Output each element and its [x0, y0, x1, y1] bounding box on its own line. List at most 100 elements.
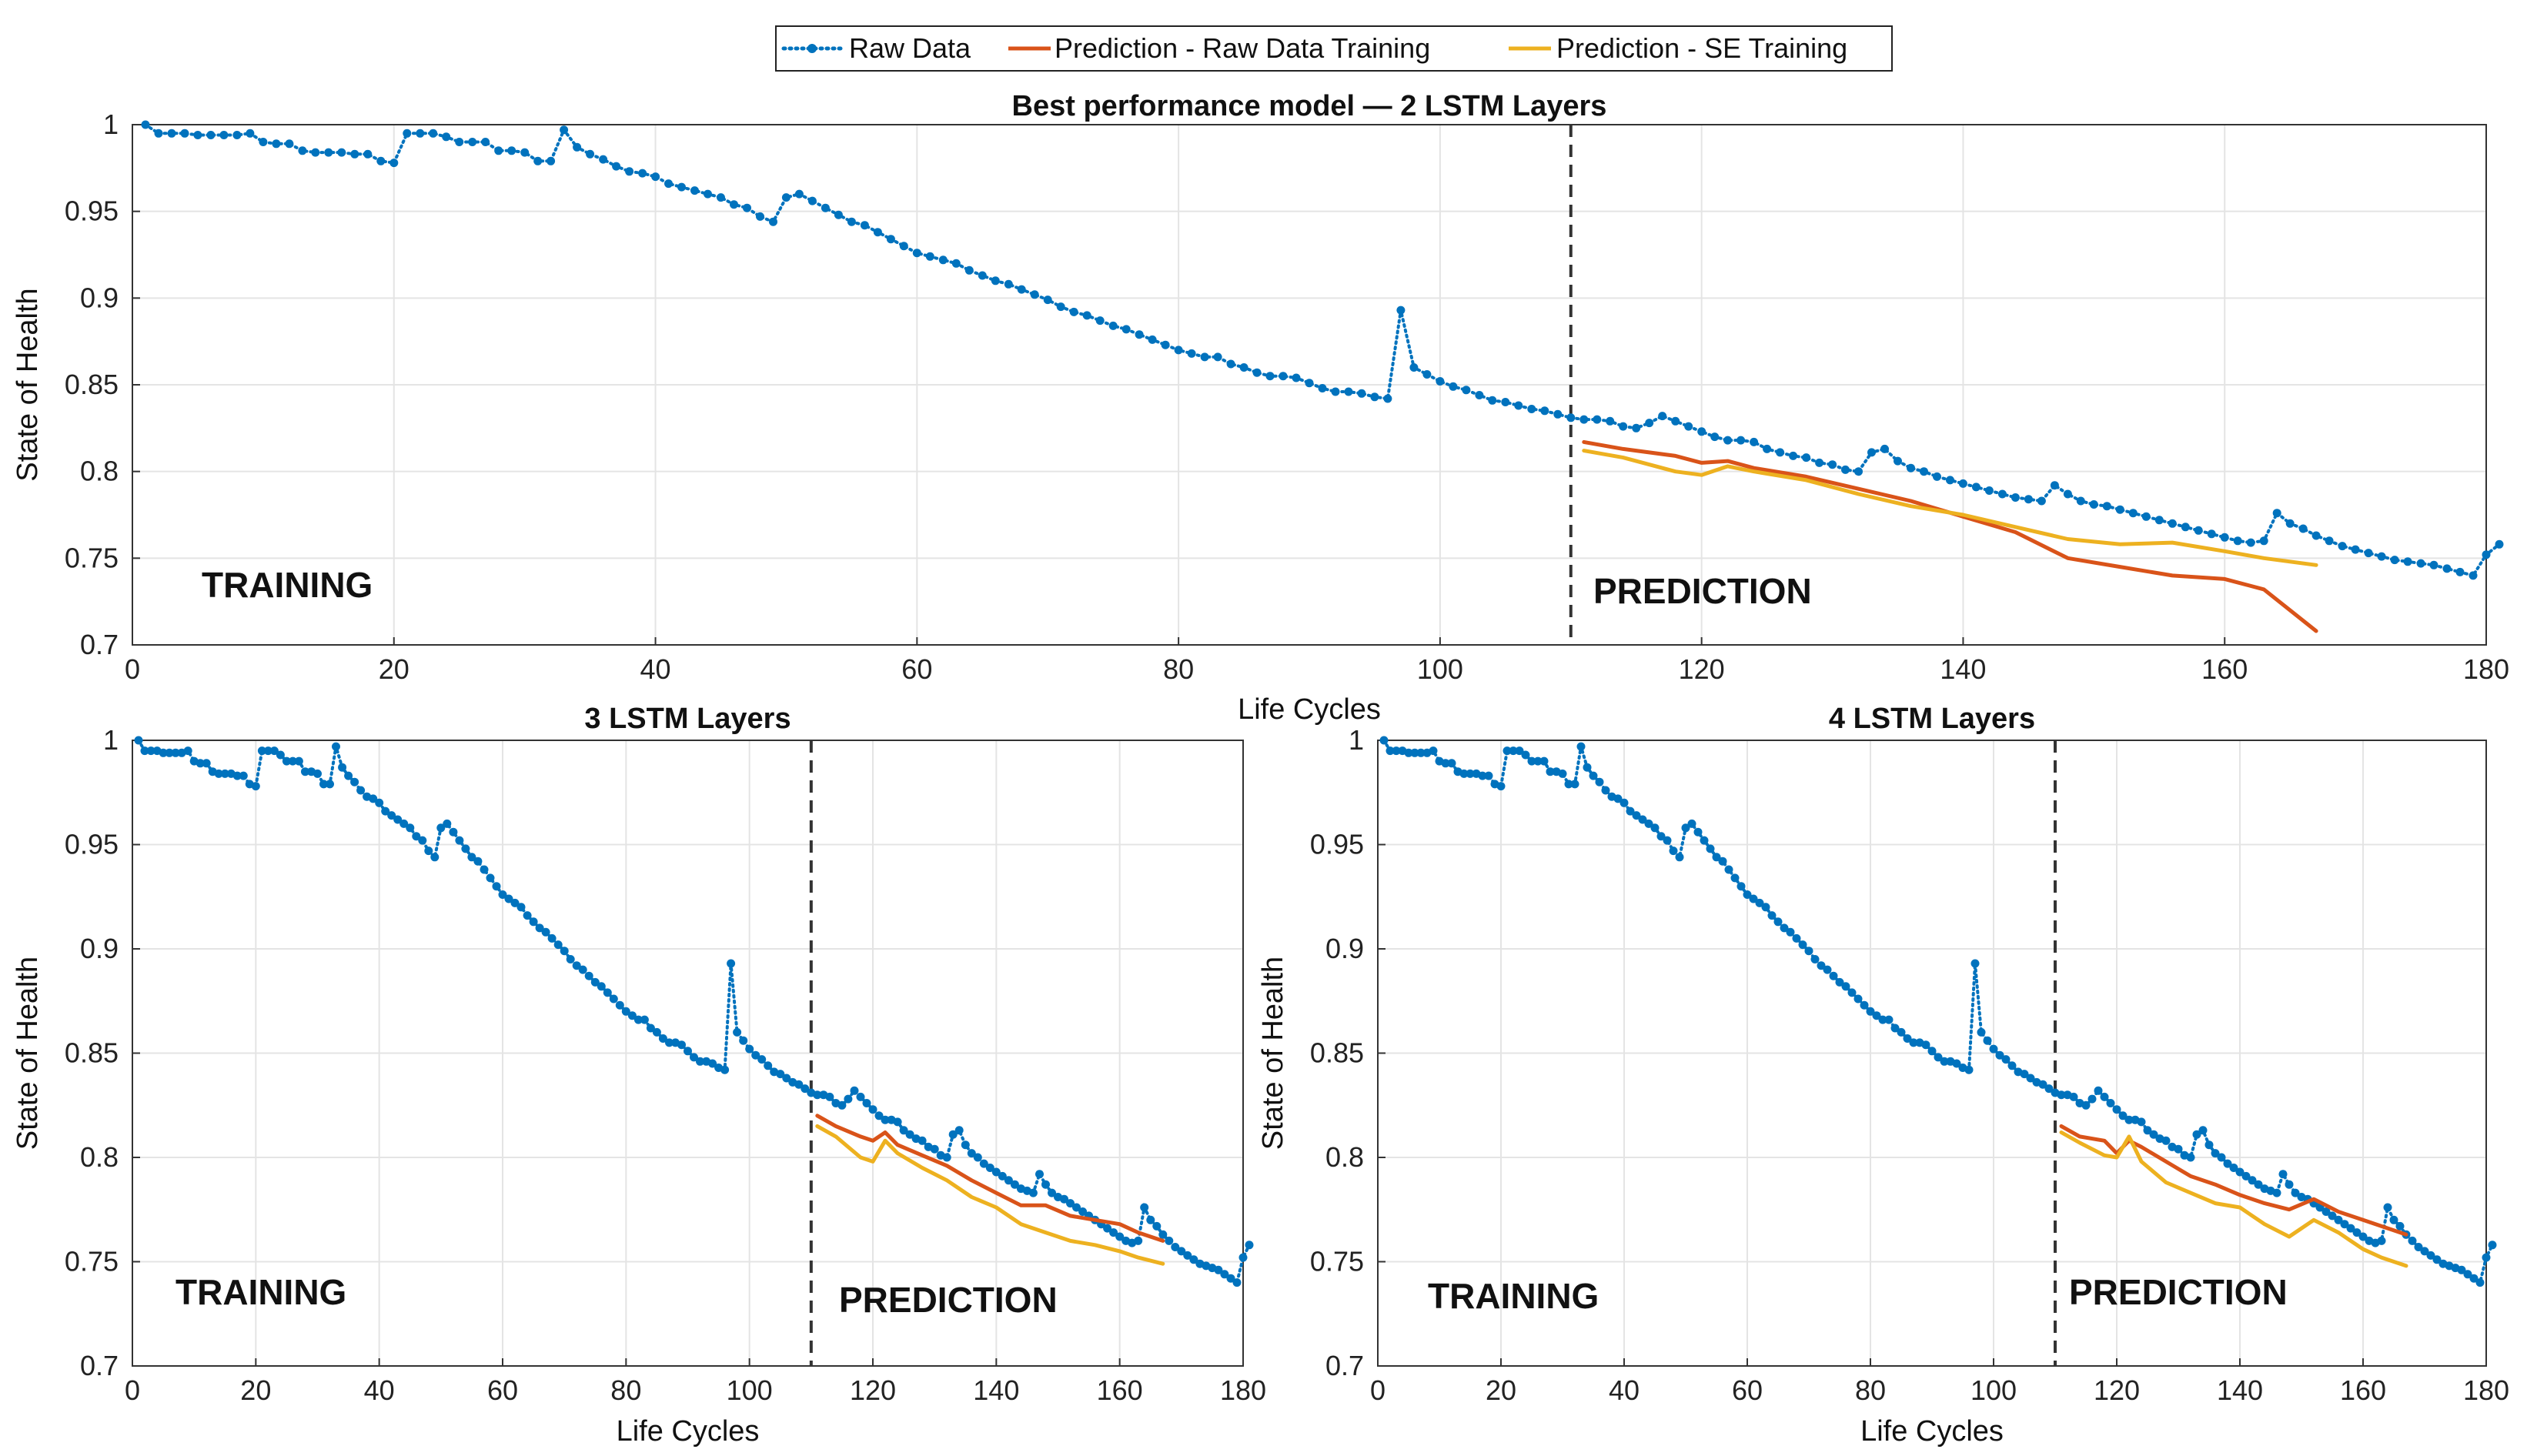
raw-data-point [2285, 519, 2295, 528]
raw-data-point [2118, 1111, 2128, 1120]
raw-data-point [948, 1130, 958, 1139]
raw-data-point [573, 142, 582, 152]
raw-data-point [1466, 769, 1475, 778]
raw-data-point [912, 249, 921, 258]
raw-data-point [807, 196, 817, 205]
x-tick-label: 160 [2201, 653, 2248, 685]
raw-data-point [2311, 531, 2321, 540]
raw-data-point [1174, 346, 1183, 355]
raw-data-point [751, 1050, 760, 1060]
raw-data-point [1841, 465, 1850, 474]
x-tick-label: 180 [2463, 1374, 2509, 1406]
raw-data-point [294, 756, 303, 766]
y-tick-label: 0.85 [65, 1037, 119, 1069]
raw-data-point [1576, 742, 1586, 751]
raw-data-point [1183, 1251, 1192, 1260]
raw-data-point [1239, 363, 1248, 372]
raw-data-point [730, 200, 738, 209]
raw-data-point [844, 1094, 853, 1104]
training-annotation: TRAINING [1428, 1276, 1599, 1316]
x-tick-label: 40 [1609, 1374, 1640, 1406]
raw-data-point [1810, 955, 1820, 963]
raw-data-point [1619, 798, 1629, 807]
raw-data-point [2011, 493, 2020, 502]
raw-data-point [599, 155, 608, 164]
legend-entry: Prediction - Raw Data Training [1008, 32, 1430, 64]
raw-data-point [1750, 437, 1759, 446]
x-tick-label: 0 [125, 653, 140, 685]
raw-data-point [2377, 552, 2386, 561]
chart-title: 3 LSTM Layers [584, 703, 791, 735]
x-tick-label: 140 [1940, 653, 1986, 685]
raw-data-point [486, 873, 495, 883]
raw-data-point [1134, 1236, 1143, 1245]
legend: Raw Data Prediction - Raw Data Training Pr… [775, 25, 1893, 72]
training-annotation: TRAINING [202, 565, 373, 605]
raw-data-point [533, 156, 543, 165]
raw-data-point [2364, 549, 2373, 558]
legend-entry: Raw Data [781, 32, 971, 64]
raw-data-point [1867, 448, 1876, 457]
raw-data-point [825, 1092, 834, 1101]
raw-data-point [1632, 811, 1641, 820]
raw-data-point [2351, 545, 2360, 554]
raw-data-point [2141, 512, 2151, 521]
raw-data-point [389, 159, 399, 168]
raw-data-point [2429, 560, 2438, 569]
y-axis-label: State of Health [12, 957, 44, 1150]
raw-data-point [2340, 1220, 2349, 1229]
raw-data-point [1798, 940, 1807, 950]
raw-data-point [1773, 917, 1783, 927]
raw-data-point [1514, 401, 1523, 410]
raw-data-point [586, 149, 595, 159]
raw-data-point [2149, 1130, 2158, 1139]
raw-data-point [1970, 959, 1980, 968]
raw-data-point [1736, 882, 1746, 891]
raw-data-point [387, 811, 396, 820]
raw-data-point [1645, 419, 1654, 428]
raw-data-point [720, 1065, 730, 1074]
prediction-raw-line [815, 1114, 1165, 1243]
raw-data-point [1171, 1243, 1180, 1251]
raw-data-point [140, 746, 149, 756]
raw-data-point [1158, 1230, 1168, 1239]
raw-data-point [473, 857, 483, 866]
raw-data-point [717, 193, 725, 202]
raw-data-point [1710, 432, 1720, 442]
raw-data-point [2094, 1086, 2103, 1095]
raw-data-point [1878, 1015, 1887, 1024]
raw-data-point [1165, 1236, 1174, 1245]
raw-data-point [708, 1059, 717, 1068]
raw-data-point [1078, 1207, 1088, 1216]
raw-data-point [1028, 1188, 1038, 1197]
raw-data-point [455, 836, 464, 845]
raw-data-point [757, 1055, 767, 1064]
y-tick-label: 0.7 [80, 1350, 119, 1381]
raw-data-point [1767, 911, 1777, 920]
raw-data-point [369, 794, 378, 803]
raw-data-point [1066, 1199, 1075, 1208]
raw-data-point [1533, 756, 1543, 766]
raw-data-point [2432, 1255, 2442, 1264]
raw-data-point [461, 844, 470, 853]
raw-data-point [899, 1126, 908, 1135]
raw-data-point [677, 182, 686, 192]
raw-data-point [1121, 325, 1131, 334]
prediction-se-line [1582, 449, 2318, 567]
raw-data-point [529, 917, 538, 927]
raw-data-point [516, 903, 526, 912]
raw-data-point [1475, 391, 1484, 399]
series-raw-data [141, 120, 2504, 580]
raw-data-point [494, 146, 503, 155]
raw-data-point [2414, 1243, 2423, 1251]
raw-data-point [985, 1164, 994, 1172]
raw-data-point [1238, 1253, 1248, 1262]
raw-data-point [677, 1040, 686, 1050]
raw-data-point [782, 1074, 791, 1083]
raw-data-point [1658, 412, 1667, 421]
series-raw-data [1379, 736, 2497, 1287]
raw-data-point [429, 129, 438, 138]
raw-data-point [1743, 890, 1752, 899]
raw-data-point [1030, 290, 1039, 299]
raw-data-point [1718, 857, 1727, 866]
